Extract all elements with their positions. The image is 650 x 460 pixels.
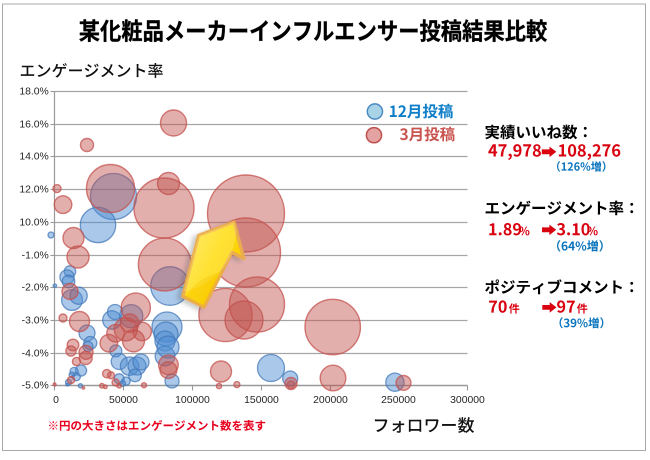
svg-text:-3.0%: -3.0% [22,316,49,327]
svg-text:-4.0%: -4.0% [22,349,49,360]
svg-text:300000: 300000 [450,395,485,406]
svg-text:100000: 100000 [175,395,210,406]
svg-text:250000: 250000 [381,395,416,406]
svg-text:50000: 50000 [109,395,138,406]
svg-text:200000: 200000 [313,395,348,406]
svg-text:150000: 150000 [244,395,279,406]
svg-text:-5.0%: -5.0% [22,381,49,392]
svg-text:14.0%: 14.0% [19,152,48,163]
svg-text:18.0%: 18.0% [19,87,48,98]
svg-text:0: 0 [53,395,59,406]
svg-text:-1.0%: -1.0% [22,251,49,262]
svg-text:10.0%: 10.0% [19,218,48,229]
svg-text:12.0%: 12.0% [19,185,48,196]
svg-text:16.0%: 16.0% [19,120,48,131]
svg-text:-2.0%: -2.0% [22,283,49,294]
